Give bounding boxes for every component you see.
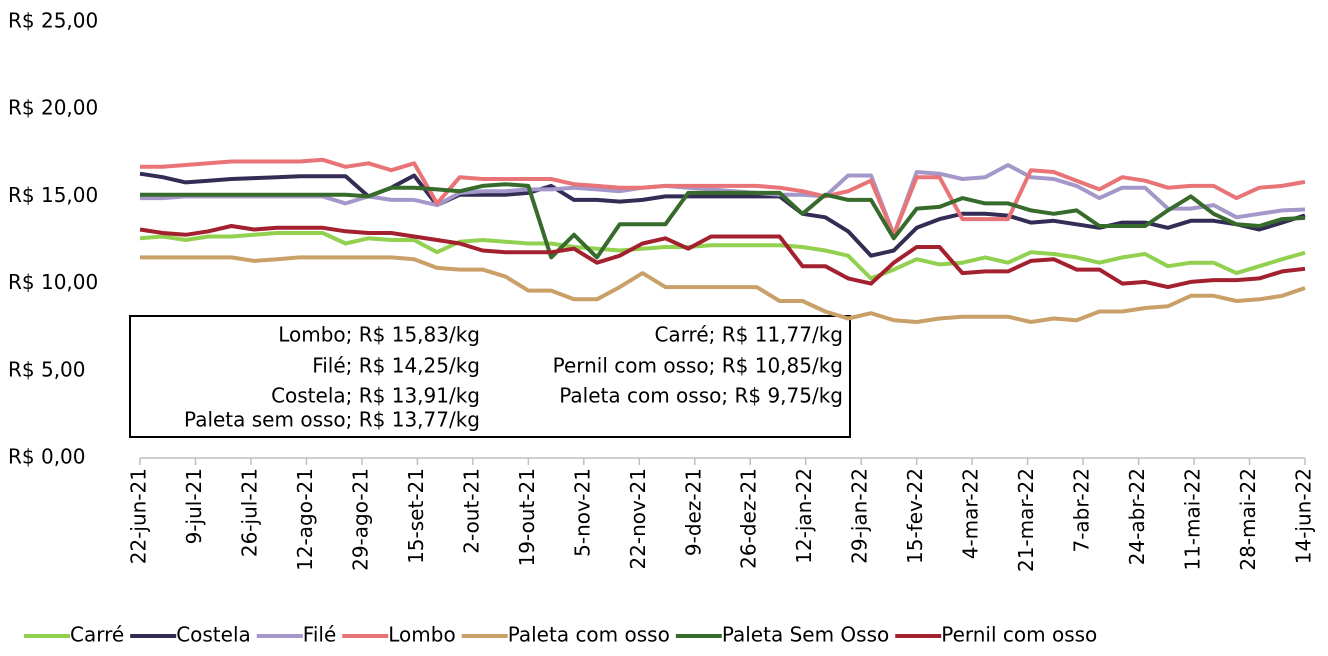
annotation: Carré; R$ 11,77/kg xyxy=(654,323,843,347)
x-tick-label: 26-jul-21 xyxy=(237,468,261,557)
x-tick-label: 29-ago-21 xyxy=(348,468,372,571)
x-tick-label: 2-out-21 xyxy=(459,468,483,554)
x-tick-label: 24-abr-22 xyxy=(1125,468,1149,565)
legend-label: Carré xyxy=(70,623,124,647)
series-line xyxy=(140,182,1306,260)
annotation: Filé; R$ 14,25/kg xyxy=(312,354,480,378)
annotation: Pernil com osso; R$ 10,85/kg xyxy=(553,354,843,378)
legend-label: Costela xyxy=(176,623,251,647)
x-tick-label: 5-nov-21 xyxy=(570,468,594,557)
y-tick-label: R$ 20,00 xyxy=(8,96,98,120)
y-tick-label: R$ 5,00 xyxy=(8,357,86,381)
x-tick-label: 9-dez-21 xyxy=(681,468,705,556)
legend-label: Filé xyxy=(303,623,336,647)
x-tick-label: 26-dez-21 xyxy=(737,468,761,569)
annotation-box xyxy=(129,315,851,438)
series-line xyxy=(140,157,1306,237)
x-tick-label: 12-jan-22 xyxy=(792,468,816,564)
x-tick-label: 19-out-21 xyxy=(515,468,539,566)
x-tick-label: 15-set-21 xyxy=(404,468,428,564)
x-tick-label: 28-mai-22 xyxy=(1236,468,1260,571)
series-line xyxy=(140,255,1306,324)
y-tick-label: R$ 0,00 xyxy=(8,445,86,469)
x-tick-label: 22-nov-21 xyxy=(626,468,650,570)
x-tick-label: 9-jul-21 xyxy=(182,468,206,544)
annotation: Paleta com osso; R$ 9,75/kg xyxy=(559,384,843,408)
legend-label: Paleta com osso xyxy=(508,623,670,647)
x-tick-label: 21-mar-22 xyxy=(1014,468,1038,572)
x-tick-label: 4-mar-22 xyxy=(959,468,983,559)
x-tick-label: 11-mai-22 xyxy=(1181,468,1205,571)
y-tick-label: R$ 25,00 xyxy=(8,9,98,33)
annotation: Costela; R$ 13,91/kg xyxy=(271,384,480,408)
x-tick-label: 29-jan-22 xyxy=(848,468,872,564)
series-line xyxy=(139,231,1306,281)
legend-label: Paleta Sem Osso xyxy=(722,623,889,647)
x-tick-label: 15-fev-22 xyxy=(903,468,927,564)
annotation: Paleta sem osso; R$ 13,77/kg xyxy=(184,408,480,432)
x-tick-label: 14-jun-22 xyxy=(1292,468,1316,564)
legend-label: Lombo xyxy=(388,623,455,647)
y-tick-label: R$ 15,00 xyxy=(8,183,98,207)
series-line xyxy=(139,224,1306,290)
y-tick-label: R$ 10,00 xyxy=(8,270,98,294)
annotation: Lombo; R$ 15,83/kg xyxy=(278,323,480,347)
x-tick-label: 22-jun-21 xyxy=(127,468,151,564)
x-tick-label: 12-ago-21 xyxy=(293,468,317,571)
series-line xyxy=(140,163,1306,237)
legend-label: Pernil com osso xyxy=(941,623,1097,647)
x-tick-label: 7-abr-22 xyxy=(1070,468,1094,553)
